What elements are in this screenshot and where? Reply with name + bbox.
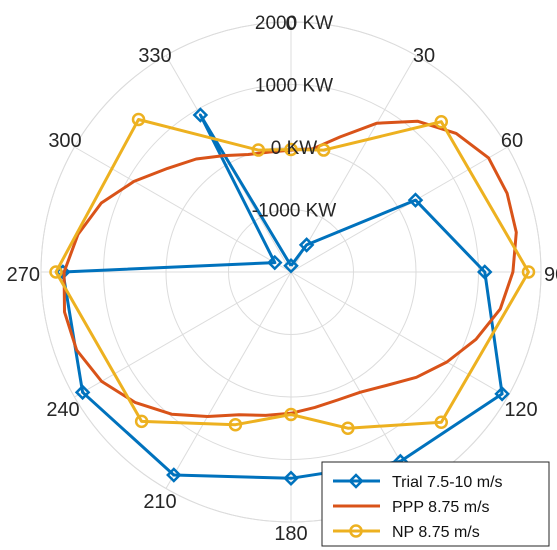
legend-marker (349, 524, 363, 538)
data-point (192, 107, 209, 123)
data-point (316, 143, 331, 157)
legend-entry: PPP 8.75 m/s (333, 499, 490, 516)
theta-tick-label: 330 (138, 45, 171, 67)
data-point (131, 112, 146, 127)
theta-tick-label: 0 (285, 13, 296, 35)
legend-marker (348, 473, 364, 489)
data-point (283, 257, 299, 274)
theta-tick-label: 120 (504, 399, 537, 421)
theta-tick-label: 60 (501, 130, 523, 152)
theta-tick-label: 90 (544, 264, 557, 286)
series-line (54, 118, 530, 430)
r-tick-label: 0 KW (271, 138, 318, 159)
data-point (407, 192, 424, 208)
data-point (134, 414, 149, 429)
theta-tick-label: 240 (46, 399, 79, 421)
legend-label: NP 8.75 m/s (392, 524, 480, 541)
data-point (284, 142, 298, 157)
r-tick-label: 1000 KW (255, 76, 333, 97)
data-point (434, 114, 449, 129)
data-point (476, 264, 493, 280)
legend-entry: NP 8.75 m/s (333, 524, 480, 541)
series-line (61, 113, 504, 480)
axis-labels: 0306090120150180210240270300330-1000 KW0… (7, 13, 557, 545)
legend-label: Trial 7.5-10 m/s (392, 474, 503, 491)
data-point (298, 237, 315, 253)
data-point (251, 143, 266, 157)
theta-tick-label: 270 (7, 264, 40, 286)
legend-entry: Trial 7.5-10 m/s (333, 473, 503, 491)
theta-tick-label: 210 (143, 491, 176, 513)
data-point (341, 421, 355, 435)
data-point (283, 470, 299, 487)
polar-grid (40, 21, 542, 523)
data-point (166, 467, 182, 483)
data-point (266, 254, 283, 271)
legend-label: PPP 8.75 m/s (392, 499, 490, 516)
theta-tick-label: 30 (413, 45, 435, 67)
data-point (494, 386, 510, 402)
data-point (49, 265, 63, 279)
legend: Trial 7.5-10 m/s PPP 8.75 m/s NP 8.75 m/s (321, 461, 550, 547)
data-point (434, 415, 449, 430)
outer-ring (40, 21, 542, 523)
ring-0 (165, 146, 417, 398)
theta-tick-label: 300 (48, 130, 81, 152)
r-tick-label: -1000 KW (252, 201, 337, 222)
data-point (74, 384, 91, 401)
r-tick-label: 2000 KW (255, 13, 333, 34)
series-0 (55, 107, 510, 487)
ring--1000 (228, 209, 354, 335)
theta-tick-label: 180 (274, 523, 307, 545)
plot-area (49, 107, 536, 487)
data-point (284, 407, 298, 422)
data-point (521, 265, 536, 279)
data-point (228, 417, 243, 432)
series-2 (49, 112, 536, 435)
